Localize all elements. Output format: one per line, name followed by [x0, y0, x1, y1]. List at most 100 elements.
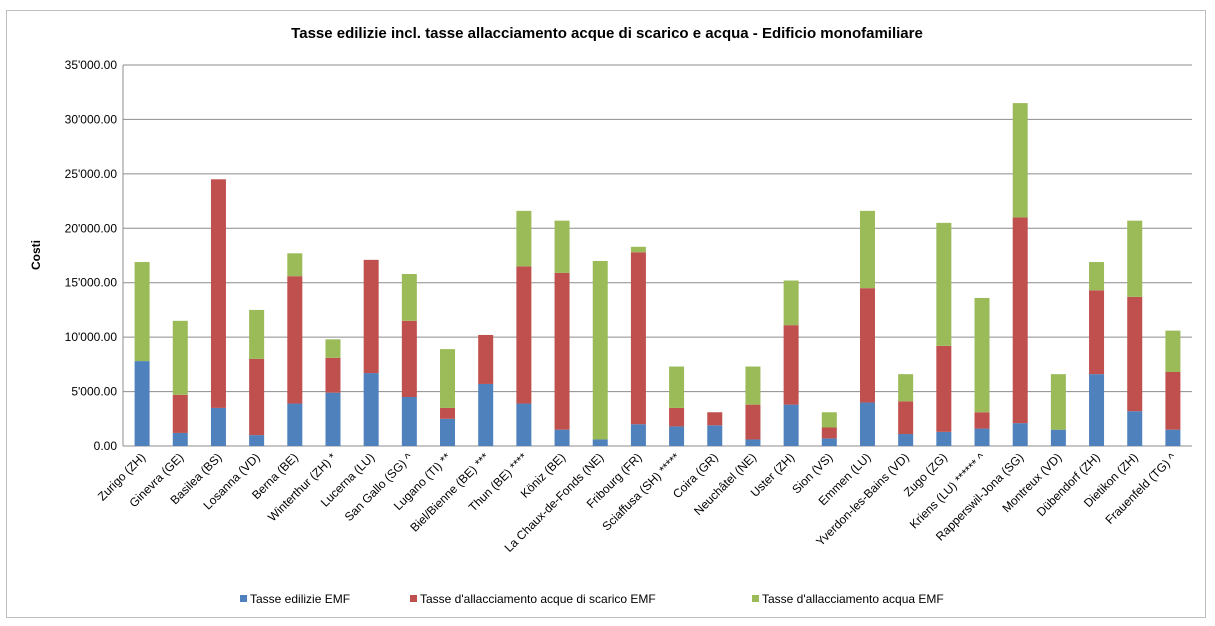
bar-segment-water-fee	[1050, 374, 1066, 430]
bar-segment-building-fee	[630, 424, 646, 446]
bar-segment-wastewater-fee	[821, 427, 837, 439]
bar-segment-wastewater-fee	[1012, 217, 1028, 424]
bar-segment-water-fee	[249, 309, 265, 359]
bar-segment-water-fee	[1165, 330, 1181, 372]
legend-label-water-fee: Tasse d'allacciamento acqua EMF	[762, 592, 944, 606]
bar-segment-wastewater-fee	[1089, 290, 1105, 375]
bar-segment-wastewater-fee	[936, 345, 952, 432]
bar-segment-wastewater-fee	[554, 272, 570, 430]
bar-segment-water-fee	[287, 253, 303, 277]
bar-segment-wastewater-fee	[859, 288, 875, 403]
y-axis-label: Costi	[29, 240, 43, 270]
bar-segment-wastewater-fee	[287, 276, 303, 404]
bar-segment-water-fee	[592, 260, 608, 440]
bar-segment-water-fee	[859, 210, 875, 289]
bar-segment-water-fee	[1127, 220, 1143, 297]
bar-segment-wastewater-fee	[630, 252, 646, 425]
bar-segment-building-fee	[210, 407, 226, 446]
bar-segment-building-fee	[1089, 374, 1105, 446]
bar-segment-water-fee	[325, 339, 341, 358]
bar-segment-water-fee	[1089, 262, 1105, 291]
bar-segment-building-fee	[821, 438, 837, 446]
bar-segment-building-fee	[592, 439, 608, 446]
bar-segment-wastewater-fee	[210, 179, 226, 408]
chart-title: Tasse edilizie incl. tasse allacciamento…	[291, 25, 923, 42]
bar-segment-water-fee	[898, 374, 914, 402]
bar-segment-water-fee	[783, 280, 799, 326]
bar-segment-building-fee	[440, 418, 456, 446]
bar-segment-water-fee	[936, 222, 952, 346]
bar-segment-wastewater-fee	[325, 357, 341, 393]
bar-segment-building-fee	[554, 429, 570, 446]
bar-segment-building-fee	[134, 361, 150, 446]
bar-segment-building-fee	[707, 425, 723, 446]
bars	[134, 103, 1181, 446]
bar-segment-wastewater-fee	[745, 404, 761, 440]
bar-segment-wastewater-fee	[172, 394, 188, 433]
legend-swatch-wastewater-fee	[410, 595, 417, 602]
legend-swatch-water-fee	[752, 595, 759, 602]
y-tick-label: 20'000.00	[65, 221, 118, 235]
x-tick-label: Frauenfeld (TG) ^	[1102, 450, 1179, 527]
bar-segment-water-fee	[821, 412, 837, 428]
bar-segment-wastewater-fee	[783, 325, 799, 405]
bar-segment-wastewater-fee	[1127, 296, 1143, 412]
y-tick-label: 30'000.00	[65, 112, 118, 126]
y-tick-label: 10'000.00	[65, 330, 118, 344]
bar-segment-building-fee	[1012, 423, 1028, 446]
bar-segment-water-fee	[630, 246, 646, 253]
bar-segment-wastewater-fee	[249, 358, 265, 436]
bar-segment-building-fee	[325, 392, 341, 446]
bar-segment-building-fee	[1050, 429, 1066, 446]
bar-segment-building-fee	[783, 404, 799, 446]
bar-segment-water-fee	[554, 220, 570, 273]
bar-segment-water-fee	[974, 297, 990, 413]
bar-segment-building-fee	[516, 403, 532, 446]
bar-segment-building-fee	[287, 403, 303, 446]
bar-segment-water-fee	[401, 274, 417, 321]
x-tick-label: San Gallo (SG) ^	[342, 450, 416, 524]
bar-segment-wastewater-fee	[401, 320, 417, 398]
bar-segment-building-fee	[172, 432, 188, 446]
bar-segment-wastewater-fee	[974, 412, 990, 429]
bar-segment-water-fee	[134, 262, 150, 362]
bar-segment-building-fee	[898, 434, 914, 446]
y-tick-label: 5'000.00	[71, 385, 117, 399]
bar-segment-wastewater-fee	[516, 266, 532, 404]
legend-label-building-fee: Tasse edilizie EMF	[250, 592, 350, 606]
bar-segment-wastewater-fee	[478, 334, 494, 384]
bar-segment-wastewater-fee	[707, 412, 723, 426]
bar-segment-wastewater-fee	[363, 259, 379, 374]
bar-segment-water-fee	[172, 320, 188, 395]
y-tick-label: 25'000.00	[65, 167, 118, 181]
legend: Tasse edilizie EMF Tasse d'allacciamento …	[240, 592, 944, 606]
y-tick-label: 15'000.00	[65, 276, 118, 290]
bar-segment-building-fee	[363, 373, 379, 446]
bar-segment-water-fee	[745, 366, 761, 405]
bar-segment-wastewater-fee	[440, 407, 456, 419]
bar-segment-water-fee	[669, 366, 685, 408]
bar-segment-building-fee	[478, 383, 494, 446]
bar-segment-building-fee	[859, 402, 875, 446]
bar-segment-building-fee	[974, 428, 990, 446]
x-axis-ticks: Zurigo (ZH)Ginevra (GE)Basilea (BS)Losan…	[95, 450, 1179, 555]
bar-segment-building-fee	[1165, 429, 1181, 446]
y-tick-label: 0.00	[94, 439, 118, 453]
bar-segment-building-fee	[1127, 411, 1143, 446]
legend-label-wastewater-fee: Tasse d'allacciamento acque di scarico E…	[420, 592, 656, 606]
y-tick-label: 35'000.00	[65, 58, 118, 72]
legend-swatch-building-fee	[240, 595, 247, 602]
bar-segment-wastewater-fee	[669, 407, 685, 427]
bar-segment-building-fee	[745, 439, 761, 446]
bar-segment-wastewater-fee	[1165, 371, 1181, 430]
bar-segment-building-fee	[669, 426, 685, 446]
bar-segment-water-fee	[440, 349, 456, 408]
bar-segment-water-fee	[516, 210, 532, 267]
bar-segment-building-fee	[249, 435, 265, 446]
bar-segment-building-fee	[401, 397, 417, 446]
bar-segment-building-fee	[936, 431, 952, 446]
gridlines	[122, 64, 1192, 447]
x-tick-label: Winterthur (ZH) *	[265, 450, 339, 524]
bar-segment-water-fee	[1012, 103, 1028, 218]
